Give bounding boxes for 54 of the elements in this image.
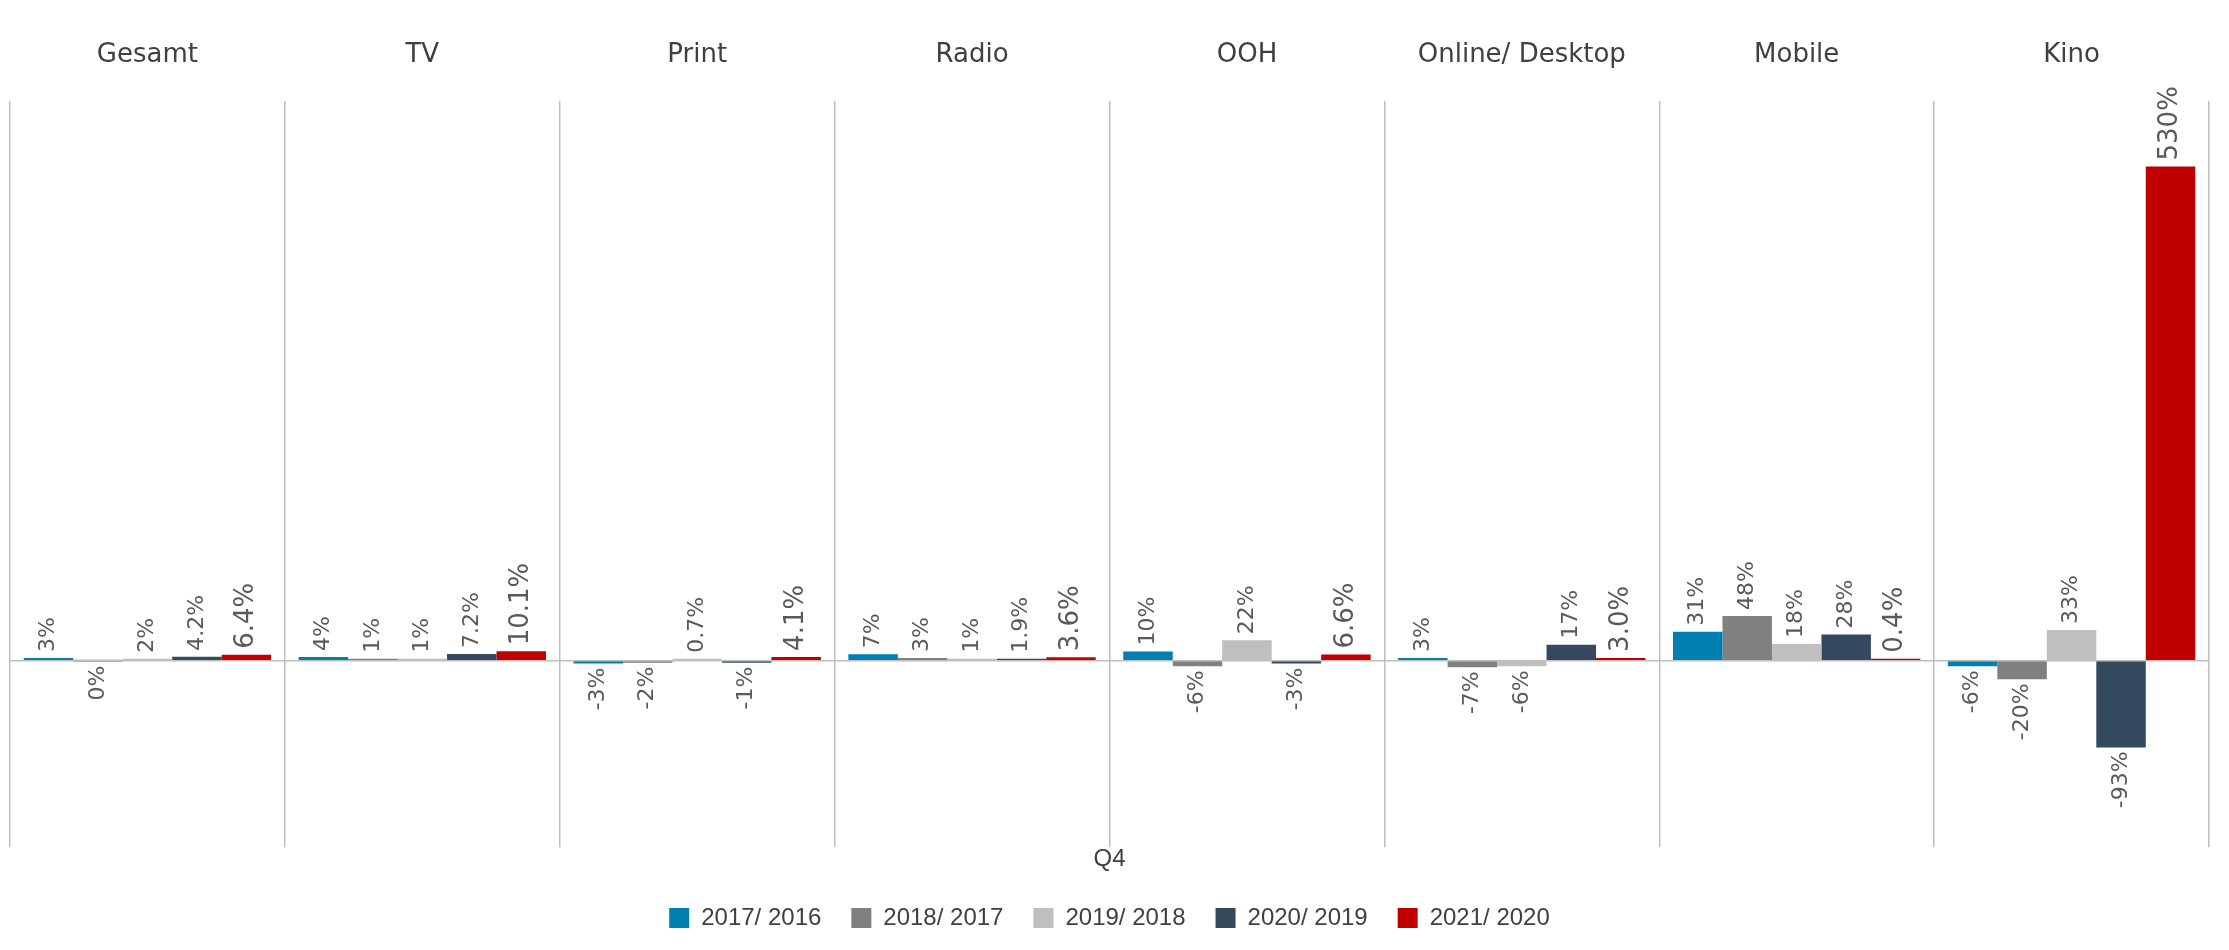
data-label: -6%	[1183, 670, 1209, 714]
data-label: 33%	[2057, 575, 2083, 624]
data-label: -7%	[1458, 671, 1484, 715]
data-label: 1%	[957, 617, 983, 653]
data-label: 1%	[358, 617, 384, 653]
data-label: -3%	[583, 667, 609, 711]
data-label: 3%	[1408, 617, 1434, 652]
data-label: 530%	[2153, 86, 2184, 161]
data-label: 3%	[908, 617, 934, 652]
legend-label: 2021/ 2020	[1429, 902, 1550, 930]
data-label: 3%	[34, 617, 60, 652]
data-label: 3.6%	[1053, 585, 1084, 652]
data-label: 6.4%	[229, 582, 260, 649]
data-label: -6%	[1507, 670, 1533, 714]
data-label: -1%	[732, 666, 758, 710]
data-label: 7.2%	[457, 592, 483, 648]
data-label: 18%	[1782, 589, 1808, 638]
data-label: 0.7%	[682, 596, 708, 653]
data-label: 1%	[408, 617, 434, 653]
data-label: 1.9%	[1007, 596, 1033, 653]
data-label: 3.0%	[1603, 585, 1634, 652]
x-tick-label: OOH	[1216, 38, 1278, 69]
x-tick-label: Online/ Desktop	[1417, 38, 1626, 69]
data-label: 10%	[1133, 596, 1159, 646]
data-label: 7%	[858, 613, 884, 649]
x-tick-label: Gesamt	[96, 38, 199, 69]
data-label: 28%	[1831, 579, 1857, 629]
data-label: 0%	[83, 665, 109, 701]
data-label: -93%	[2106, 751, 2132, 809]
legend-label: 2018/ 2017	[883, 902, 1004, 930]
legend-label: 2020/ 2019	[1247, 902, 1368, 930]
x-tick-label: Radio	[935, 38, 1009, 69]
data-label: 4.1%	[778, 584, 809, 651]
x-tick-label: Kino	[2043, 38, 2100, 69]
data-label: 22%	[1232, 585, 1258, 635]
legend-label: 2019/ 2018	[1065, 902, 1186, 930]
data-label: 31%	[1683, 576, 1709, 626]
data-label: 0.4%	[1878, 586, 1909, 653]
data-label: -2%	[633, 666, 659, 710]
data-label: 6.6%	[1328, 582, 1359, 649]
data-label: 10.1%	[504, 562, 535, 646]
data-label: 4%	[309, 616, 335, 651]
data-label: 48%	[1732, 561, 1758, 610]
data-label: -6%	[1958, 670, 1984, 714]
data-label: 4.2%	[182, 594, 208, 651]
data-label: -20%	[2007, 683, 2033, 741]
data-label: -3%	[1282, 667, 1308, 711]
x-tick-label: Print	[667, 38, 728, 69]
legend-title: Q4	[1093, 843, 1126, 871]
x-tick-label: TV	[404, 38, 440, 69]
x-tick-label: Mobile	[1754, 38, 1840, 69]
data-label: 17%	[1557, 589, 1583, 639]
data-label: 2%	[133, 617, 159, 653]
legend-label: 2017/ 2016	[701, 902, 822, 930]
